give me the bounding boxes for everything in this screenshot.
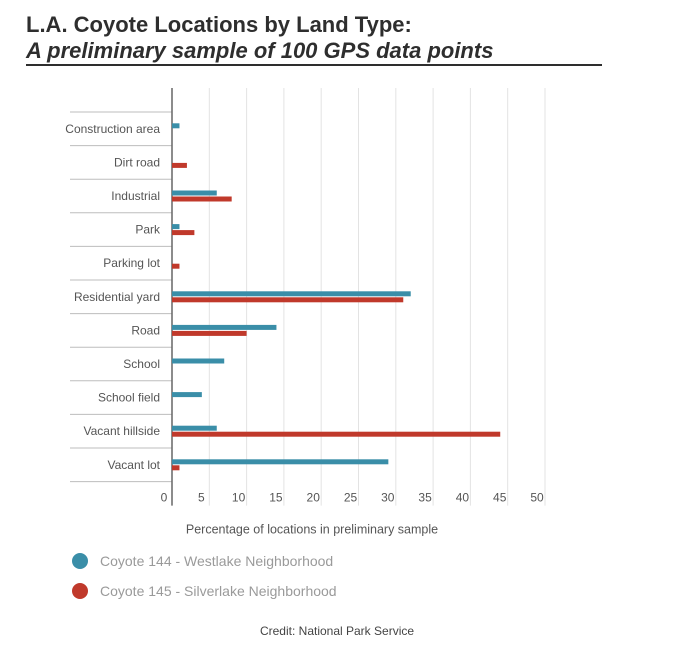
bar-coyote-144 [172,425,217,431]
x-tick-label: 30 [381,491,395,505]
category-label: Road [131,323,160,337]
legend-label-coyote-144: Coyote 144 - Westlake Neighborhood [100,553,334,569]
bar-coyote-145 [172,263,180,269]
legend-swatch-coyote-144 [72,553,88,569]
bar-coyote-144 [172,324,277,330]
bar-coyote-145 [172,431,501,437]
bar-coyote-145 [172,196,232,202]
category-label: School field [98,391,160,405]
x-tick-label: 25 [344,491,358,505]
legend-item-coyote-144: Coyote 144 - Westlake Neighborhood [72,551,337,571]
bar-coyote-145 [172,465,180,471]
category-label: Construction area [65,122,160,136]
chart-subtitle: A preliminary sample of 100 GPS data poi… [26,38,494,63]
chart-title: L.A. Coyote Locations by Land Type: [26,12,412,37]
x-tick-label: 5 [198,491,205,505]
legend-item-coyote-145: Coyote 145 - Silverlake Neighborhood [72,581,337,601]
category-label: Vacant lot [108,458,161,472]
bar-coyote-145 [172,297,404,303]
category-label: Dirt road [114,155,160,169]
bar-coyote-145 [172,162,187,168]
x-tick-label: 35 [418,491,432,505]
category-label: Industrial [111,189,160,203]
x-tick-label: 15 [269,491,283,505]
bar-coyote-145 [172,330,247,336]
bar-coyote-144 [172,392,202,398]
credit-text: Credit: National Park Service [259,624,415,638]
category-label: Residential yard [74,290,160,304]
bar-coyote-144 [172,123,180,129]
bar-coyote-144 [172,190,217,196]
x-tick-label: 0 [161,491,168,505]
category-label: Vacant hillside [84,424,161,438]
category-label: Park [135,223,161,237]
category-label: School [123,357,160,371]
bar-coyote-144 [172,358,225,364]
bar-coyote-144 [172,291,411,297]
x-tick-label: 10 [232,491,246,505]
bar-coyote-144 [172,224,180,230]
x-tick-label: 45 [493,491,507,505]
bar-chart: 0 5 10 15 20 25 30 35 40 45 50 Construction area Dir… [65,88,546,537]
bar-coyote-145 [172,230,195,236]
bar-coyote-144 [172,459,389,465]
title-underline [26,64,602,66]
x-tick-label: 20 [307,491,321,505]
category-label: Parking lot [103,256,160,270]
x-axis-title: Percentage of locations in preliminary s… [186,523,438,537]
x-tick-label: 50 [530,491,544,505]
legend-label-coyote-145: Coyote 145 - Silverlake Neighborhood [100,583,337,599]
legend: Coyote 144 - Westlake Neighborhood Coyot… [72,551,337,611]
legend-swatch-coyote-145 [72,583,88,599]
x-tick-label: 40 [456,491,470,505]
